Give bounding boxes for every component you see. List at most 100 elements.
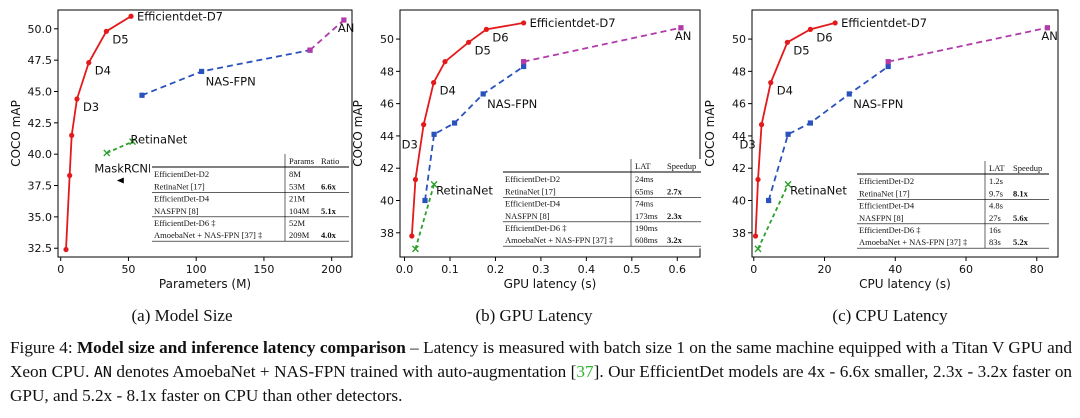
table-cell: 6.6x (321, 181, 337, 191)
table-cell: RetinaNet [17] (505, 186, 556, 196)
x-tick-label: 50 (121, 263, 135, 276)
baseline-point (480, 91, 486, 97)
table-cell: AmoebaNet + NAS-FPN [37] ‡ (154, 230, 262, 240)
y-tick-label: 38 (380, 227, 394, 240)
table-cell: RetinaNet [17] (154, 181, 205, 191)
table-cell: EfficientDet-D6 ‡ (505, 223, 566, 233)
y-tick-label: 38 (732, 227, 746, 240)
y-tick-label: 42.5 (28, 117, 53, 130)
table-cell: 9.7s (989, 188, 1003, 198)
series-mask (116, 177, 124, 184)
point-label: MaskRCNN (94, 162, 156, 176)
x-tick-label: 0.0 (396, 263, 414, 276)
y-tick-label: 48 (732, 65, 746, 78)
baseline-line (141, 49, 311, 97)
table-header: Params (289, 156, 314, 166)
baseline-point (431, 131, 437, 137)
y-axis-label: COCO mAP (351, 100, 365, 167)
table-cell: 209M (289, 230, 310, 240)
table-cell: 3.2x (667, 235, 683, 245)
x-tick-label: 0.4 (578, 263, 596, 276)
table-cell: 52M (289, 218, 306, 228)
table-cell: 65ms (635, 186, 653, 196)
point-label: D3 (402, 137, 418, 151)
chart-panel-2: 0.0 0.1 0.2 0.3 0.4 0.5 0.6 38 40 42 44 46 48 50 GPU l… (351, 9, 703, 291)
table-cell: 83s (989, 237, 1001, 247)
table-header: Ratio (321, 156, 339, 166)
table-cell: 5.6x (1013, 213, 1029, 223)
table-cell: 8M (289, 169, 301, 179)
efficientdet-point (442, 59, 448, 65)
point-label: D5 (112, 32, 128, 46)
baseline-point (422, 197, 428, 204)
table-cell: EfficientDet-D4 (859, 201, 915, 211)
point-label: RetinaNet (131, 133, 188, 147)
table-cell: 74ms (635, 199, 653, 209)
point-label: Efficientdet-D7 (530, 16, 616, 30)
amoebanet-line (309, 19, 345, 51)
efficientdet-point (67, 172, 73, 179)
comparison-table: LAT Speedup EfficientDet-D2 1.2s RetinaNet [… (855, 161, 1051, 251)
table-cell: 8.1x (1013, 188, 1029, 198)
efficientdet-point (755, 176, 761, 183)
table-cell: EfficientDet-D2 (505, 174, 560, 184)
point-label: D5 (475, 43, 491, 57)
axes-frame (399, 9, 701, 258)
subcaption-b: (b) GPU Latency (475, 306, 593, 325)
table-bg (150, 154, 351, 244)
caption-text-3: ]. Our EfficientDet models are 4x - 6.6x… (10, 362, 1073, 405)
y-tick-label: 35.0 (28, 211, 53, 224)
amoebanet-point (341, 17, 347, 23)
point-label: NAS-FPN (853, 97, 903, 111)
x-tick-label: 0.3 (532, 263, 550, 276)
amoebanet-line (888, 26, 1048, 63)
mask-point (116, 177, 124, 184)
x-tick-label: 60 (959, 263, 973, 276)
table-cell: EfficientDet-D2 (154, 169, 209, 179)
baseline-point (199, 68, 205, 75)
x-tick-label: 200 (321, 263, 342, 276)
x-tick-label: 100 (186, 263, 207, 276)
subcaption-a: (a) Model Size (131, 306, 233, 325)
point-label: AN (338, 21, 354, 35)
figure-caption: Figure 4: Model size and inference laten… (10, 336, 1072, 408)
efficientdet-point (466, 39, 472, 45)
table-cell: 21M (289, 194, 306, 204)
point-label: RetinaNet (436, 183, 493, 197)
point-label: D4 (777, 84, 793, 98)
table-bg (855, 161, 1051, 251)
axes-frame (751, 9, 1059, 258)
table-cell: EfficientDet-D4 (505, 199, 561, 209)
table-cell: 16s (989, 225, 1001, 235)
caption-title: Model size and inference latency compari… (76, 338, 406, 357)
series-retinanet (103, 138, 137, 157)
y-tick-label: 50 (380, 33, 394, 46)
table-cell: 2.3x (667, 211, 683, 221)
caption-prefix: Figure 4: (10, 338, 77, 357)
point-label: D4 (440, 84, 456, 98)
caption-text-1: – Latency is measured with batch size 1 … (10, 338, 1072, 381)
baseline-point (807, 120, 813, 126)
table-cell: RetinaNet [17] (859, 188, 910, 198)
baseline-point (766, 197, 772, 204)
point-label: AN (675, 29, 691, 43)
efficientdet-point (784, 39, 790, 45)
y-tick-label: 37.5 (28, 180, 53, 193)
series-amoebanet (521, 25, 684, 65)
point-label: D6 (492, 30, 508, 44)
point-label: Efficientdet-D7 (137, 9, 223, 23)
table-cell: AmoebaNet + NAS-FPN [37] ‡ (505, 235, 613, 245)
table-cell: 24ms (635, 174, 653, 184)
retinanet-point (103, 149, 111, 157)
x-tick-label: 0 (57, 263, 64, 276)
x-tick-label: 0.5 (623, 263, 641, 276)
amoebanet-point (678, 25, 684, 31)
y-tick-label: 46 (380, 98, 394, 111)
subcaption-c: (c) CPU Latency (832, 306, 948, 325)
x-tick-label: 0.2 (487, 263, 505, 276)
x-tick-label: 40 (888, 263, 902, 276)
amoebanet-line (523, 26, 682, 63)
efficientdet-point (832, 20, 838, 26)
table-header: Speedup (667, 161, 696, 171)
caption-text-2: denotes AmoebaNet + NAS-FPN trained with… (111, 362, 577, 381)
